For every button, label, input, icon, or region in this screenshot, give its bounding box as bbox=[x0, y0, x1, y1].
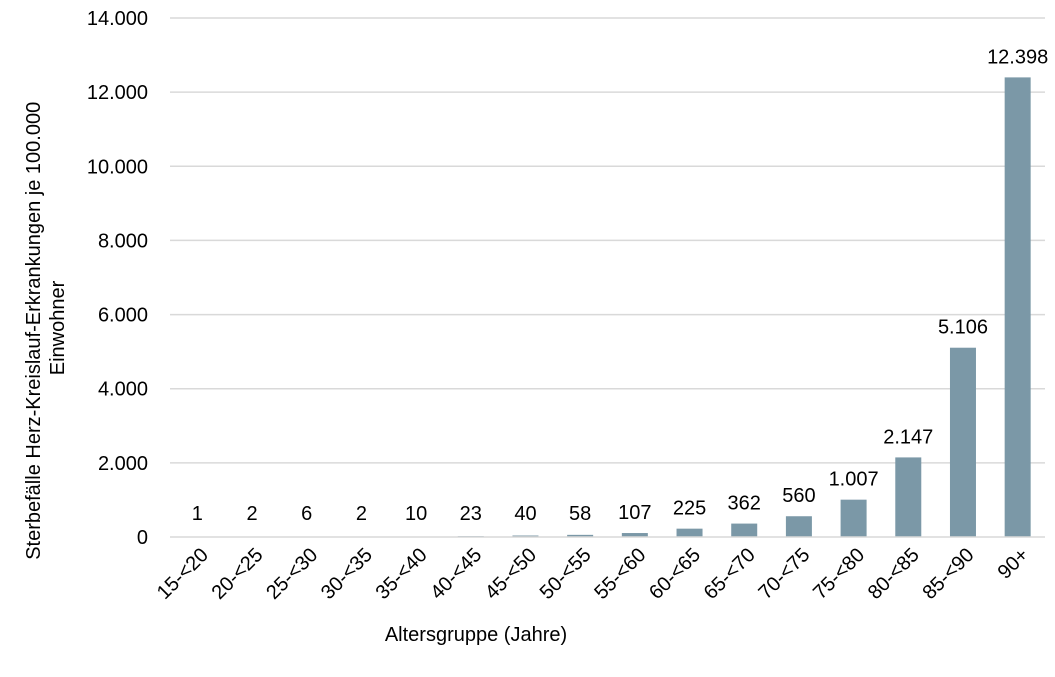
bar bbox=[895, 457, 922, 537]
data-label: 6 bbox=[301, 503, 312, 525]
x-tick-label: 40-<45 bbox=[426, 544, 486, 604]
bar bbox=[567, 534, 594, 537]
y-axis-title-line-1: Sterbefälle Herz-Kreislauf-Erkrankungen … bbox=[23, 102, 45, 560]
y-tick-label: 12.000 bbox=[87, 82, 148, 104]
x-tick-label: 85-<90 bbox=[919, 544, 979, 604]
x-tick-label: 45-<50 bbox=[481, 544, 541, 604]
bar bbox=[949, 347, 976, 537]
x-tick-label: 60-<65 bbox=[645, 544, 705, 604]
x-tick-label: 30-<35 bbox=[317, 544, 377, 604]
bars bbox=[184, 77, 1031, 537]
bar bbox=[731, 523, 758, 537]
x-tick-label: 75-<80 bbox=[809, 544, 869, 604]
data-label: 1 bbox=[192, 503, 203, 525]
data-label: 23 bbox=[460, 503, 482, 525]
y-axis-title-line-2: Einwohner bbox=[47, 280, 69, 375]
data-label: 107 bbox=[618, 502, 651, 524]
data-label: 560 bbox=[782, 485, 815, 507]
x-tick-label: 80-<85 bbox=[864, 544, 924, 604]
x-tick-label: 55-<60 bbox=[590, 544, 650, 604]
x-tick-label: 35-<40 bbox=[372, 544, 432, 604]
data-label: 12.398 bbox=[987, 46, 1048, 68]
y-tick-label: 14.000 bbox=[87, 8, 148, 30]
bar bbox=[840, 499, 867, 537]
x-tick-label: 90+ bbox=[994, 544, 1034, 584]
data-label: 40 bbox=[514, 503, 536, 525]
x-tick-label: 25-<30 bbox=[262, 544, 322, 604]
x-tick-label: 50-<55 bbox=[536, 544, 596, 604]
y-tick-label: 4.000 bbox=[98, 379, 148, 401]
x-axis-ticks: 15-<2020-<2525-<3030-<3535-<4040-<4545-<… bbox=[153, 544, 1033, 604]
data-label: 225 bbox=[673, 498, 706, 520]
data-label: 58 bbox=[569, 503, 591, 525]
x-axis-title: Altersgruppe (Jahre) bbox=[385, 624, 567, 646]
x-tick-label: 65-<70 bbox=[700, 544, 760, 604]
data-label: 10 bbox=[405, 503, 427, 525]
data-label: 362 bbox=[728, 493, 761, 515]
data-label: 5.106 bbox=[938, 317, 988, 339]
y-tick-label: 6.000 bbox=[98, 305, 148, 327]
bar bbox=[785, 516, 812, 537]
x-tick-label: 70-<75 bbox=[754, 544, 814, 604]
y-axis-title: Sterbefälle Herz-Kreislauf-Erkrankungen … bbox=[23, 96, 69, 560]
bar bbox=[676, 528, 703, 537]
y-tick-label: 2.000 bbox=[98, 453, 148, 475]
y-tick-label: 0 bbox=[137, 527, 148, 549]
data-label: 2.147 bbox=[883, 426, 933, 448]
y-tick-label: 8.000 bbox=[98, 230, 148, 252]
y-tick-label: 10.000 bbox=[87, 156, 148, 178]
data-label: 2 bbox=[356, 503, 367, 525]
x-tick-label: 20-<25 bbox=[208, 544, 268, 604]
gridlines bbox=[170, 17, 1045, 464]
y-axis-ticks: 0 2.000 4.000 6.000 8.000 10.000 12.000 14.000 bbox=[87, 8, 148, 549]
data-label: 1.007 bbox=[829, 469, 879, 491]
bar bbox=[1004, 77, 1031, 537]
x-tick-label: 15-<20 bbox=[153, 544, 213, 604]
data-label: 2 bbox=[246, 503, 257, 525]
bar bbox=[621, 533, 648, 537]
